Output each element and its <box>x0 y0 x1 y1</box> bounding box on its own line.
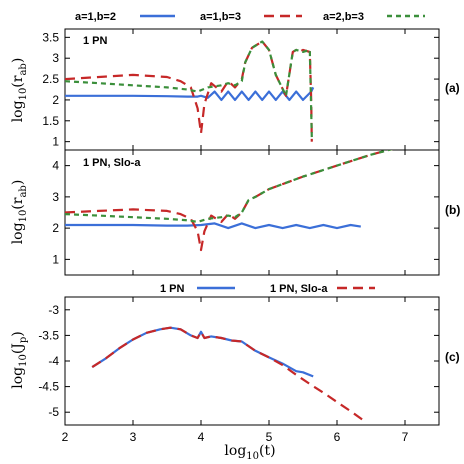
panel-c-frame <box>64 296 440 426</box>
x-tick-label: 4 <box>198 430 205 444</box>
panel-b-series-line-2 <box>65 150 394 252</box>
panel-b-series-line-1 <box>65 222 361 230</box>
panel-c-series-line-2 <box>91 326 364 421</box>
panel-a-ytick-label: 2.5 <box>42 72 59 86</box>
panel-a-series-line-1 <box>65 86 315 101</box>
panel-b-ytick-label: 4 <box>52 159 59 173</box>
x-tick-label: 7 <box>402 430 409 444</box>
panel-b-tag: (b) <box>445 203 460 217</box>
panel-b-series <box>65 150 394 252</box>
panel-a-yticks: 1 1.5 2 2.5 3 3.5 <box>42 29 439 150</box>
panel-b: 1 2 3 4 1 PN, Slo-a (b) log10(rab) <box>10 149 460 276</box>
legend-label-1: a=1,b=2 <box>75 11 116 23</box>
x-tick-label: 5 <box>266 430 273 444</box>
panel-a-ylabel: log10(rab) <box>10 58 29 123</box>
panel-a-tag: (a) <box>445 81 460 95</box>
panel-a-series-line-3 <box>65 40 313 138</box>
panel-a-ytick-label: 1.5 <box>42 114 59 128</box>
x-tick-label: 3 <box>130 430 137 444</box>
panel-c-yticks: -3 -3.5 -4 -4.5 -5 <box>38 297 439 425</box>
panel-c-ytick-label: -3 <box>48 303 59 317</box>
x-tick-label: 6 <box>334 430 341 444</box>
x-axis-label: log10(t) <box>224 443 275 462</box>
panel-b-ytick-label: 1 <box>52 252 59 266</box>
panel-b-ytick-label: 2 <box>52 221 59 235</box>
legend-top: a=1,b=2 a=1,b=3 a=2,b=3 <box>75 11 425 23</box>
panel-a: 1 1.5 2 2.5 3 3.5 1 PN (a) log10(rab) <box>10 28 460 151</box>
panel-a-note: 1 PN <box>83 35 108 47</box>
panel-c-ytick-label: -5 <box>48 405 59 419</box>
panel-c-ytick-label: -4.5 <box>38 380 59 394</box>
panel-c-ytick-label: -4 <box>48 354 59 368</box>
legend-bottom-label-1: 1 PN <box>160 283 185 295</box>
panel-c-tag: (c) <box>445 350 460 364</box>
panel-c-ytick-label: -3.5 <box>38 328 59 342</box>
legend-label-3: a=2,b=3 <box>323 11 364 23</box>
legend-label-2: a=1,b=3 <box>200 11 241 23</box>
legend-bottom-label-2: 1 PN, Slo-a <box>270 283 328 295</box>
panel-a-ytick-label: 1 <box>52 135 59 149</box>
panel-c-ylabel: log10(Jp) <box>10 331 29 389</box>
x-tick-label: 2 <box>62 430 69 444</box>
panel-a-ytick-label: 2 <box>52 93 59 107</box>
panel-b-ytick-label: 3 <box>52 190 59 204</box>
panel-b-yticks: 1 2 3 4 <box>52 150 439 275</box>
panel-b-note: 1 PN, Slo-a <box>83 157 141 169</box>
panel-a-series-line-2 <box>65 40 313 142</box>
panel-b-ylabel: log10(rab) <box>10 180 29 245</box>
legend-bottom: 1 PN 1 PN, Slo-a <box>160 283 375 295</box>
panel-a-ytick-label: 3 <box>52 51 59 65</box>
panel-c-series <box>91 326 364 421</box>
panel-a-ytick-label: 3.5 <box>42 30 59 44</box>
panel-c: -3 -3.5 -4 -4.5 -5 (c) log10(Jp) <box>10 296 460 426</box>
panel-a-series <box>65 40 315 142</box>
x-axis: 2 3 4 5 6 7 <box>62 430 409 444</box>
